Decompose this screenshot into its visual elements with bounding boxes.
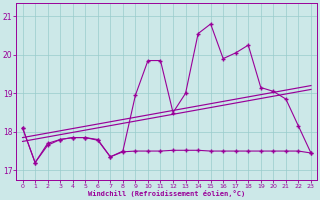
X-axis label: Windchill (Refroidissement éolien,°C): Windchill (Refroidissement éolien,°C) — [88, 190, 245, 197]
